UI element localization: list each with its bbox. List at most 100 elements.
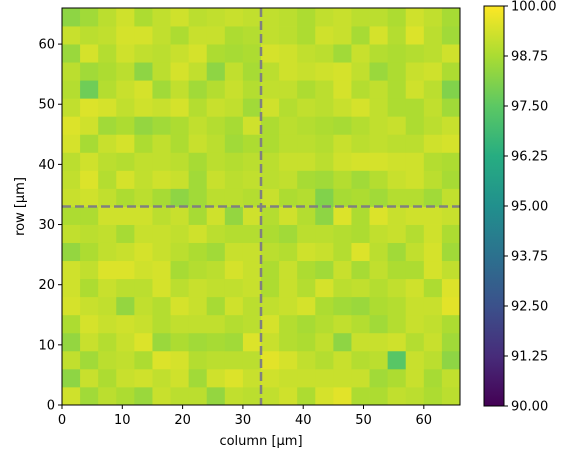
heatmap-cell <box>351 332 370 352</box>
heatmap-cell <box>333 188 352 207</box>
heatmap-cell <box>134 296 153 316</box>
heatmap-cell <box>224 170 244 189</box>
heatmap-cell <box>242 98 262 117</box>
heatmap-cell <box>116 8 135 27</box>
x-tick-label: 20 <box>174 413 191 428</box>
heatmap-cell <box>261 98 280 117</box>
heatmap-cell <box>62 260 81 280</box>
heatmap-cell <box>224 332 244 352</box>
heatmap-cell <box>98 260 117 280</box>
heatmap-cell <box>188 80 208 99</box>
heatmap-cell <box>170 224 190 243</box>
heatmap-cell <box>116 98 135 117</box>
heatmap-cell <box>405 314 425 334</box>
heatmap-cell <box>441 152 461 171</box>
heatmap-cell <box>351 224 370 243</box>
heatmap-cell <box>242 278 262 298</box>
heatmap-cell <box>279 134 298 153</box>
heatmap-cell <box>206 80 226 99</box>
heatmap-cell <box>188 152 208 171</box>
heatmap-cell <box>62 8 81 27</box>
heatmap-cell <box>279 188 298 207</box>
heatmap-cell <box>134 8 153 27</box>
heatmap-cell <box>369 296 389 316</box>
heatmap-cell <box>279 332 298 352</box>
heatmap-cell <box>423 170 443 189</box>
heatmap-cell <box>188 242 208 262</box>
heatmap-cell <box>405 224 425 243</box>
heatmap-cell <box>116 242 135 262</box>
heatmap-cell <box>62 368 81 388</box>
heatmap-cell <box>405 368 425 388</box>
heatmap-cell <box>62 98 81 117</box>
heatmap-cell <box>152 278 171 298</box>
heatmap-cell <box>242 134 262 153</box>
heatmap-cell <box>134 386 153 406</box>
heatmap-cell <box>297 224 316 243</box>
heatmap-cell <box>423 116 443 135</box>
heatmap-cell <box>405 116 425 135</box>
heatmap-cell <box>98 368 117 388</box>
heatmap-cell <box>242 152 262 171</box>
heatmap-cell <box>297 116 316 135</box>
heatmap-cell <box>152 152 171 171</box>
heatmap-cell <box>405 170 425 189</box>
heatmap-cell <box>279 296 298 316</box>
heatmap-cell <box>261 134 280 153</box>
heatmap-cell <box>279 314 298 334</box>
heatmap-cell <box>315 116 334 135</box>
heatmap-cell <box>116 134 135 153</box>
heatmap-cell <box>152 260 171 280</box>
heatmap-cell <box>206 152 226 171</box>
heatmap-cell <box>98 98 117 117</box>
heatmap-cell <box>387 62 407 81</box>
heatmap-cell <box>206 224 226 243</box>
heatmap-cell <box>134 332 153 352</box>
heatmap-cell <box>297 26 316 45</box>
heatmap-cell <box>441 44 461 63</box>
heatmap-cell <box>387 260 407 280</box>
heatmap-cell <box>423 368 443 388</box>
heatmap-cell <box>405 134 425 153</box>
heatmap-cell <box>188 224 208 243</box>
heatmap-cell <box>387 350 407 370</box>
heatmap-cell <box>170 134 190 153</box>
y-tick-label: 60 <box>38 38 55 53</box>
heatmap-cell <box>134 368 153 388</box>
colorbar-tick-label: 96.25 <box>511 150 548 165</box>
heatmap-cell <box>206 62 226 81</box>
heatmap-cell <box>224 152 244 171</box>
heatmap-cell <box>315 170 334 189</box>
heatmap-cell <box>333 332 352 352</box>
heatmap-cell <box>224 44 244 63</box>
heatmap-cell <box>206 26 226 45</box>
heatmap-cell <box>242 350 262 370</box>
heatmap-cell <box>242 44 262 63</box>
heatmap-cell <box>152 44 171 63</box>
heatmap-cell <box>279 206 298 225</box>
heatmap-cell <box>170 62 190 81</box>
heatmap-cell <box>80 170 99 189</box>
heatmap-cell <box>62 80 81 99</box>
heatmap-cell <box>369 278 389 298</box>
colorbar-tick-label: 93.75 <box>511 250 548 265</box>
heatmap-cell <box>387 314 407 334</box>
heatmap-cell <box>441 62 461 81</box>
colorbar <box>483 5 505 407</box>
heatmap-cell <box>423 98 443 117</box>
heatmap-cell <box>98 296 117 316</box>
heatmap-cell <box>351 242 370 262</box>
heatmap-cell <box>62 62 81 81</box>
heatmap-cell <box>242 224 262 243</box>
heatmap-cell <box>170 386 190 406</box>
heatmap-cell <box>369 188 389 207</box>
heatmap-cell <box>387 26 407 45</box>
heatmap-cell <box>315 386 334 406</box>
heatmap-cell <box>333 314 352 334</box>
heatmap-cell <box>423 152 443 171</box>
heatmap-cell <box>80 134 99 153</box>
heatmap-cell <box>206 8 226 27</box>
heatmap-cell <box>188 134 208 153</box>
heatmap-cell <box>261 188 280 207</box>
heatmap-cell <box>188 332 208 352</box>
